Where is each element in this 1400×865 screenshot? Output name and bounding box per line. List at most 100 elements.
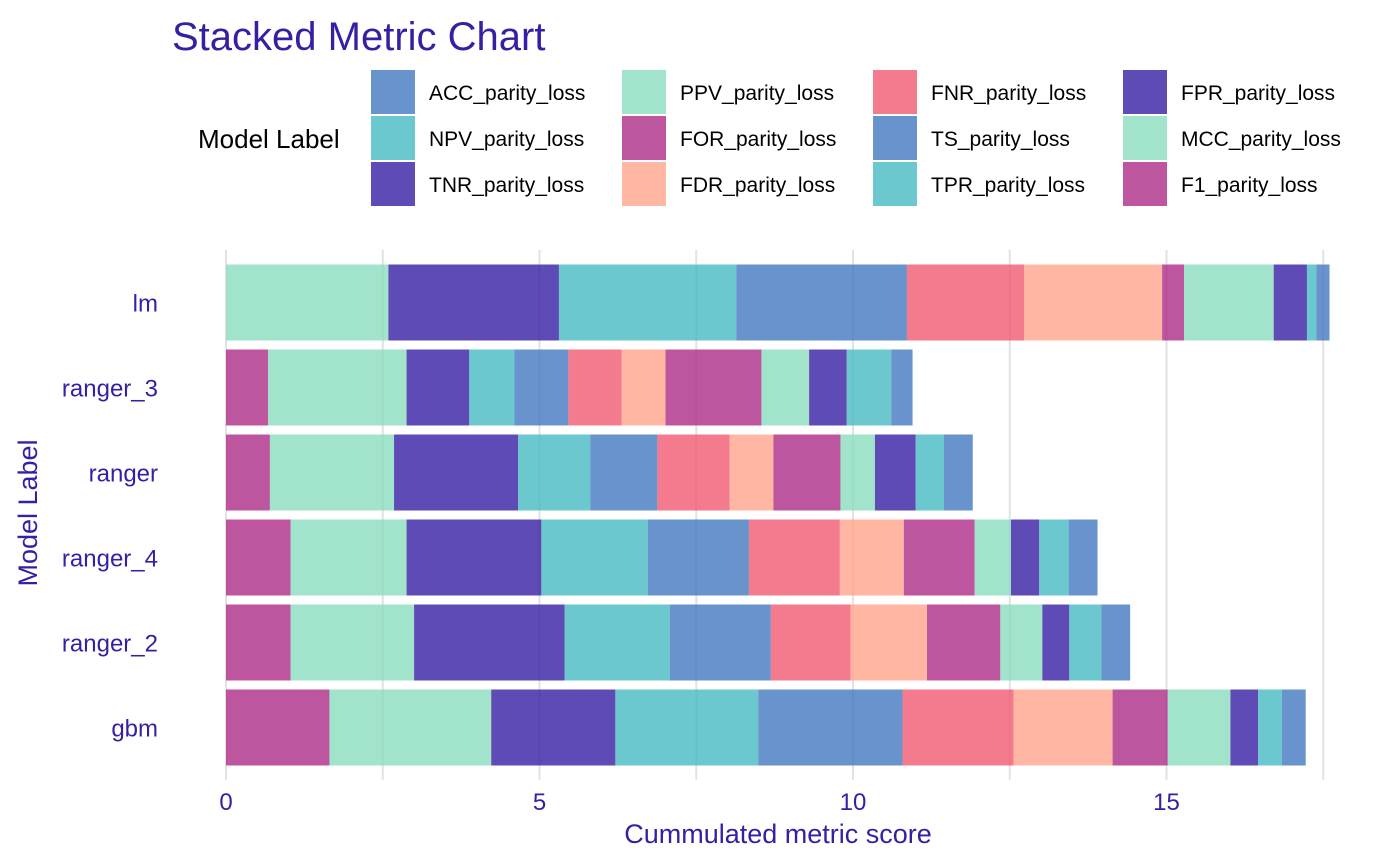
y-axis-title: Model Label <box>13 439 43 586</box>
legend-swatch <box>622 116 666 160</box>
bar-segment <box>406 349 470 426</box>
x-axis-title: Cummulated metric score <box>624 819 932 849</box>
bar-segment <box>1281 689 1306 766</box>
bar-segment <box>915 434 944 511</box>
bar-segment <box>1230 689 1259 766</box>
bar-segment <box>491 689 616 766</box>
bar-segment <box>1069 604 1102 681</box>
y-tick-label: ranger_2 <box>62 631 158 658</box>
bar-segment <box>518 434 591 511</box>
bar-segment <box>926 604 1001 681</box>
legend-swatch <box>1123 162 1167 206</box>
legend-label: FDR_parity_loss <box>680 174 835 197</box>
bar-segment <box>850 604 927 681</box>
bar-segment <box>647 519 749 596</box>
legend-label: ACC_parity_loss <box>429 82 585 105</box>
legend-label: FNR_parity_loss <box>931 82 1086 105</box>
legend-label: TNR_parity_loss <box>429 174 584 197</box>
y-tick-label: ranger_4 <box>62 546 158 573</box>
x-tick-label: 10 <box>840 789 867 816</box>
bar-segment <box>1013 689 1113 766</box>
bar-segment <box>226 434 270 511</box>
bar-segment <box>226 604 291 681</box>
bar-segment <box>729 434 774 511</box>
bar-segment <box>758 689 903 766</box>
bar-segment <box>329 689 492 766</box>
legend-label: MCC_parity_loss <box>1181 128 1341 151</box>
x-tick-label: 5 <box>533 789 546 816</box>
bar-segment <box>226 349 269 426</box>
bar-segment <box>621 349 666 426</box>
bar-segment <box>1024 264 1163 341</box>
legend-label: F1_parity_loss <box>1181 174 1318 197</box>
bar-segment <box>770 604 851 681</box>
bar-segment <box>388 264 559 341</box>
bar-segment <box>414 604 565 681</box>
bar-segment <box>1112 689 1168 766</box>
bar-segment <box>226 264 389 341</box>
bars <box>226 264 1330 766</box>
bar-segment <box>1000 604 1043 681</box>
bar-segment <box>1306 264 1317 341</box>
bar-segment <box>840 434 875 511</box>
bar-segment <box>541 519 648 596</box>
chart-title: Stacked Metric Chart <box>172 15 545 59</box>
y-tick-label: ranger_3 <box>62 376 158 403</box>
bar-segment <box>761 349 810 426</box>
bar-segment <box>269 434 395 511</box>
legend-swatch <box>622 162 666 206</box>
bar-segment <box>809 349 847 426</box>
bar-segment <box>406 519 542 596</box>
legend-label: PPV_parity_loss <box>680 82 834 105</box>
y-tick-label: ranger <box>89 461 158 488</box>
bar-segment <box>564 604 670 681</box>
bar-segment <box>974 519 1012 596</box>
bar-segment <box>268 349 407 426</box>
bar-segment <box>590 434 658 511</box>
bar-segment <box>902 689 1014 766</box>
legend-swatch <box>1123 70 1167 114</box>
bar-segment <box>903 519 975 596</box>
bar-segment <box>665 349 762 426</box>
legend-swatch <box>371 116 415 160</box>
bar-segment <box>394 434 519 511</box>
bar-segment <box>1167 689 1231 766</box>
bar-segment <box>1042 604 1070 681</box>
bar-segment <box>568 349 622 426</box>
legend-label: TS_parity_loss <box>931 128 1070 151</box>
bar-segment <box>874 434 916 511</box>
y-tick-label: lm <box>133 291 158 318</box>
bar-segment <box>1258 689 1282 766</box>
bar-segment <box>773 434 841 511</box>
legend-swatch <box>371 70 415 114</box>
bar-segment <box>748 519 840 596</box>
bar-segment <box>615 689 759 766</box>
bar-segment <box>1101 604 1131 681</box>
bar-segment <box>839 519 904 596</box>
legend-swatch <box>622 70 666 114</box>
bar-segment <box>514 349 569 426</box>
bar-segment <box>1162 264 1185 341</box>
legend: Model Label ACC_parity_loss NPV_parity_lo… <box>198 70 1341 206</box>
bar-segment <box>943 434 973 511</box>
legend-swatch <box>873 116 917 160</box>
bar-segment <box>290 519 407 596</box>
bar-segment <box>1184 264 1274 341</box>
bar-segment <box>469 349 515 426</box>
legend-title: Model Label <box>198 124 340 154</box>
bar-segment <box>1316 264 1330 341</box>
bar-segment <box>1068 519 1098 596</box>
x-tick-label: 15 <box>1153 789 1180 816</box>
bar-segment <box>1011 519 1040 596</box>
legend-label: NPV_parity_loss <box>429 128 584 151</box>
legend-swatch <box>371 162 415 206</box>
legend-swatch <box>873 162 917 206</box>
legend-swatch <box>873 70 917 114</box>
bar-segment <box>891 349 913 426</box>
bar-segment <box>226 519 291 596</box>
bar-segment <box>906 264 1025 341</box>
bar-segment <box>558 264 737 341</box>
bar-segment <box>226 689 330 766</box>
